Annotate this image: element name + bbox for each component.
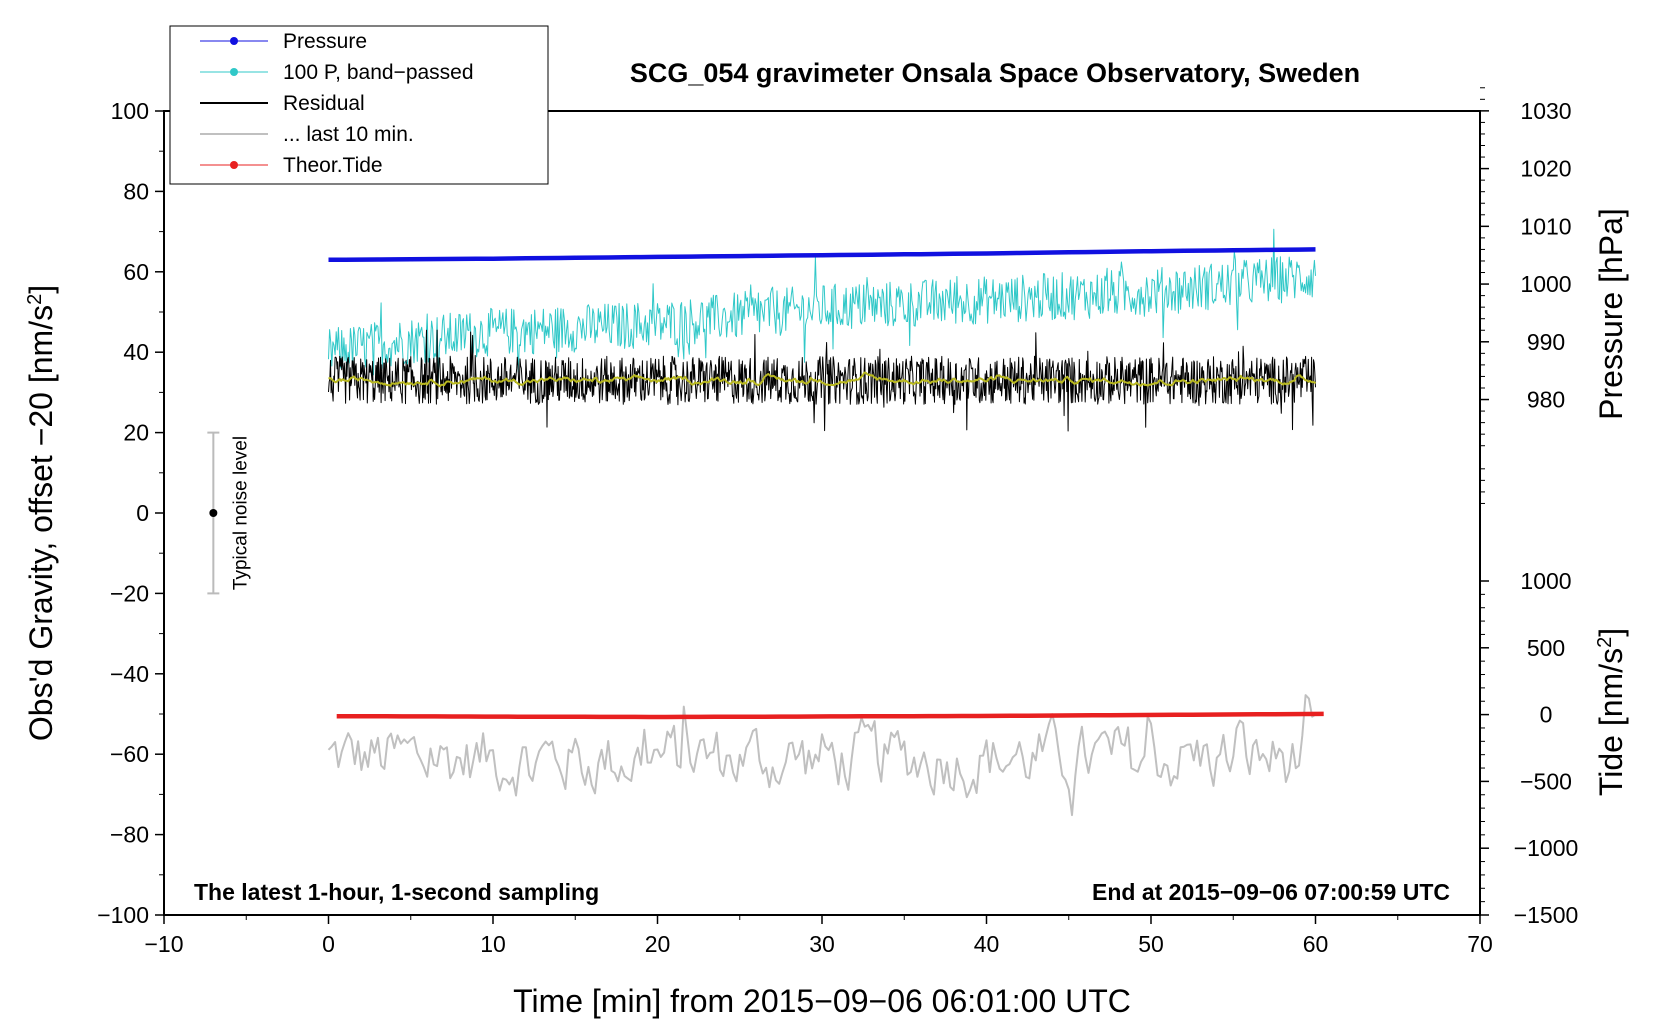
y-right-axis-ticks: 980 990 1000 1010 1020 1030 −1500 −1000 −500 0 500… (1480, 87, 1579, 928)
y-left-label-close: ] (23, 285, 59, 294)
x-tick-label: 30 (809, 931, 835, 957)
series-line (328, 228, 1316, 384)
tide-tick-label: 1000 (1520, 568, 1571, 594)
tide-label-close: ] (1593, 628, 1629, 637)
plot-frame (163, 110, 1481, 916)
y-left-label-main: Obs'd Gravity, offset −20 [nm/s (23, 305, 59, 741)
legend-box (169, 25, 549, 185)
y-left-tick-label: 80 (123, 178, 149, 204)
legend-label: Residual (283, 92, 365, 115)
y-left-label-sup: 2 (24, 294, 46, 305)
tide-label-main: Tide [nm/s (1593, 648, 1629, 796)
x-tick-label: 50 (1138, 931, 1164, 957)
noise-bar-label: Typical noise level (230, 436, 251, 590)
noise-bar: Typical noise level (207, 431, 251, 595)
series-line (336, 711, 1324, 720)
tide-tick-label: −1500 (1514, 902, 1579, 928)
x-tick-label: 0 (322, 931, 335, 957)
x-tick-label: 10 (480, 931, 506, 957)
legend: Pressure 100 P, band−passed Residual ... la… (169, 25, 549, 185)
x-tick-label: 70 (1467, 931, 1493, 957)
series-line (328, 329, 1316, 432)
series-line (327, 694, 1317, 817)
y-left-axis-ticks: −100 −80 −60 −40 −20 0 20 40 60 80 100 (97, 98, 164, 928)
pressure-tick-label: 1020 (1520, 156, 1571, 182)
series-line (328, 371, 1317, 388)
x-axis-label: Time [min] from 2015−09−06 06:01:00 UTC (513, 983, 1131, 1019)
y-axis-right-tide-label: Tide [nm/s2] (1593, 628, 1629, 796)
corner-left-label: The latest 1-hour, 1-second sampling (194, 879, 599, 905)
y-left-tick-label: −100 (97, 902, 149, 928)
tide-tick-label: 500 (1527, 635, 1565, 661)
x-tick-label: −10 (144, 931, 183, 957)
pressure-tick-label: 990 (1527, 329, 1565, 355)
y-left-tick-label: 60 (123, 259, 149, 285)
legend-label: Theor.Tide (283, 154, 383, 177)
x-tick-label: 60 (1303, 931, 1329, 957)
y-left-tick-label: −40 (110, 661, 149, 687)
y-left-tick-label: 40 (123, 339, 149, 365)
legend-label: 100 P, band−passed (283, 61, 474, 84)
pressure-tick-label: 1010 (1520, 213, 1571, 239)
legend-marker (230, 37, 238, 45)
y-left-tick-label: 100 (111, 98, 149, 124)
legend-label: Pressure (283, 30, 367, 53)
series-layer (327, 228, 1324, 817)
y-left-tick-label: 20 (123, 420, 149, 446)
y-left-tick-label: −80 (110, 822, 149, 848)
x-axis-ticks: −10 0 10 20 30 40 50 60 70 (144, 915, 1493, 957)
x-tick-label: 20 (645, 931, 671, 957)
pressure-tick-label: 1000 (1520, 271, 1571, 297)
pressure-tick-label: 1030 (1520, 98, 1571, 124)
y-left-tick-label: 0 (136, 500, 149, 526)
y-axis-left-label: Obs'd Gravity, offset −20 [nm/s2] (23, 285, 59, 741)
series-line (328, 247, 1316, 263)
chart-title: SCG_054 gravimeter Onsala Space Observat… (630, 58, 1360, 88)
legend-marker (230, 161, 238, 169)
x-tick-label: 40 (974, 931, 1000, 957)
noise-bar-center (209, 509, 218, 517)
y-left-tick-label: −20 (110, 580, 149, 606)
pressure-tick-label: 980 (1527, 387, 1565, 413)
tide-label-sup: 2 (1594, 637, 1616, 648)
legend-marker (230, 68, 238, 76)
y-axis-right-pressure-label: Pressure [hPa] (1593, 208, 1629, 420)
tide-tick-label: 0 (1540, 702, 1553, 728)
corner-right-label: End at 2015−09−06 07:00:59 UTC (1092, 879, 1450, 905)
legend-label: ... last 10 min. (283, 123, 414, 146)
tide-tick-label: −1000 (1514, 835, 1579, 861)
y-left-tick-label: −60 (110, 741, 149, 767)
tide-tick-label: −500 (1520, 768, 1572, 794)
